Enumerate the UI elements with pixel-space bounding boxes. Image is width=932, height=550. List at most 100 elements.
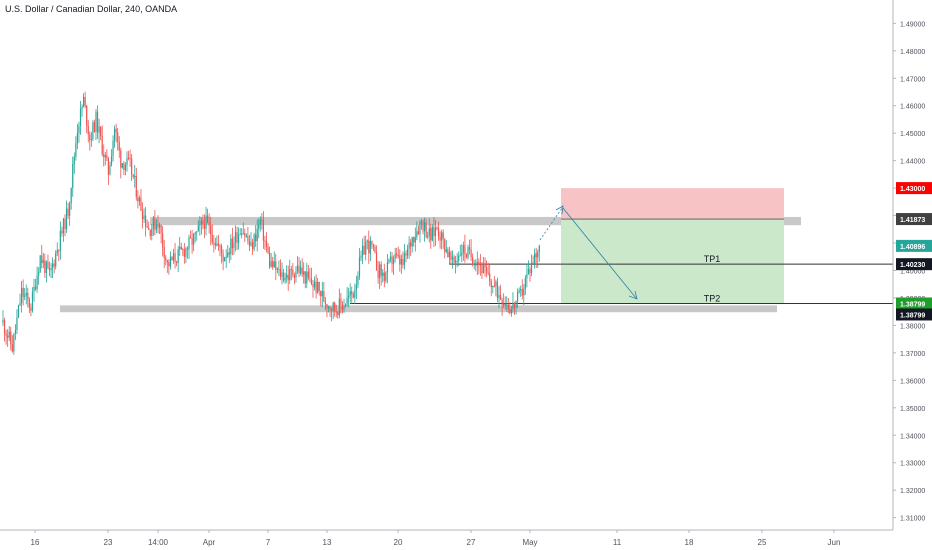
candle-body	[44, 260, 46, 273]
candle-body	[194, 232, 196, 235]
candle-body	[300, 267, 302, 274]
price-badge-label: 1.38799	[900, 301, 925, 308]
candle-body	[16, 317, 18, 331]
candle-body	[456, 260, 458, 262]
candle-body	[492, 285, 494, 288]
candle-body	[290, 269, 292, 271]
candle-body	[24, 295, 26, 297]
candle-body	[487, 272, 489, 274]
price-tick-label: 1.44000	[900, 159, 925, 166]
candle-body	[152, 218, 154, 229]
candle-body	[90, 139, 92, 141]
candle-body	[493, 285, 495, 287]
candle-body	[504, 303, 506, 306]
candle-body	[377, 270, 379, 279]
candle-body	[21, 287, 23, 304]
candle-body	[65, 208, 68, 230]
candle-body	[344, 304, 347, 307]
candle-body	[400, 258, 402, 265]
price-badge	[896, 182, 932, 195]
candle-body	[162, 233, 164, 247]
candle-body	[86, 105, 88, 126]
candle-body	[230, 238, 232, 255]
candle-body	[2, 320, 4, 323]
candle-body	[349, 291, 351, 296]
candle-body	[117, 132, 119, 142]
candle-body	[259, 219, 261, 224]
candle-body	[179, 246, 181, 250]
candle-body	[114, 128, 116, 141]
candle-body	[355, 284, 357, 290]
candle-body	[177, 249, 179, 263]
candle-body	[165, 257, 167, 260]
candle-body	[220, 245, 223, 254]
candle-body	[402, 258, 404, 265]
candle-body	[76, 133, 78, 144]
candle-body	[315, 281, 317, 293]
candle-body	[132, 174, 134, 177]
candle-body	[321, 291, 323, 297]
candle-body	[248, 241, 251, 246]
time-tick-label: 23	[104, 538, 113, 547]
candle-body	[526, 273, 528, 279]
candle-body	[289, 269, 291, 281]
candle-body	[244, 233, 246, 237]
target-label: TP1	[704, 254, 721, 264]
candle-body	[172, 253, 175, 261]
candle-body	[110, 156, 113, 166]
candle-body	[140, 197, 142, 211]
candle-body	[386, 262, 388, 273]
candle-body	[287, 274, 289, 281]
candle-body	[81, 106, 83, 109]
candle-body	[225, 256, 227, 258]
candle-body	[468, 247, 471, 250]
candle-body	[169, 256, 171, 267]
candle-body	[527, 269, 530, 274]
candle-body	[478, 261, 480, 265]
candle-body	[112, 140, 114, 157]
candle-body	[366, 240, 368, 242]
price-badge	[896, 258, 932, 271]
time-tick-label: 14:00	[148, 538, 169, 547]
candle-body	[228, 252, 230, 255]
candle-body	[157, 224, 159, 228]
candle-body	[422, 221, 424, 232]
candle-body	[256, 228, 258, 242]
candle-body	[374, 247, 376, 253]
candle-body	[143, 215, 145, 220]
candle-body	[96, 111, 99, 133]
candle-body	[251, 242, 254, 250]
candle-body	[183, 249, 185, 257]
candle-body	[380, 264, 382, 276]
candle-body	[444, 238, 446, 252]
candle-body	[202, 220, 204, 225]
candle-body	[38, 272, 40, 276]
candle-body	[275, 261, 277, 270]
candle-body	[216, 243, 218, 246]
candle-body	[67, 208, 69, 216]
candle-body	[48, 268, 51, 271]
candle-body	[205, 215, 207, 229]
candle-body	[394, 253, 396, 259]
candle-body	[365, 241, 367, 255]
candle-body	[532, 262, 534, 264]
candle-body	[124, 165, 127, 171]
price-tick-label: 1.37000	[900, 351, 925, 358]
candle-body	[8, 331, 10, 338]
time-tick-label: May	[522, 538, 537, 547]
candle-body	[507, 304, 509, 310]
candle-body	[375, 252, 378, 271]
candle-body	[399, 255, 401, 265]
candle-body	[25, 292, 27, 296]
candle-body	[171, 256, 173, 261]
candle-body	[295, 271, 297, 278]
candle-body	[39, 255, 41, 273]
time-tick-label: 13	[323, 538, 332, 547]
candle-body	[503, 303, 505, 306]
candle-body	[219, 245, 221, 247]
candle-body	[340, 298, 342, 305]
candle-body	[495, 281, 497, 287]
candle-body	[160, 224, 162, 234]
time-tick-label: 18	[685, 538, 694, 547]
